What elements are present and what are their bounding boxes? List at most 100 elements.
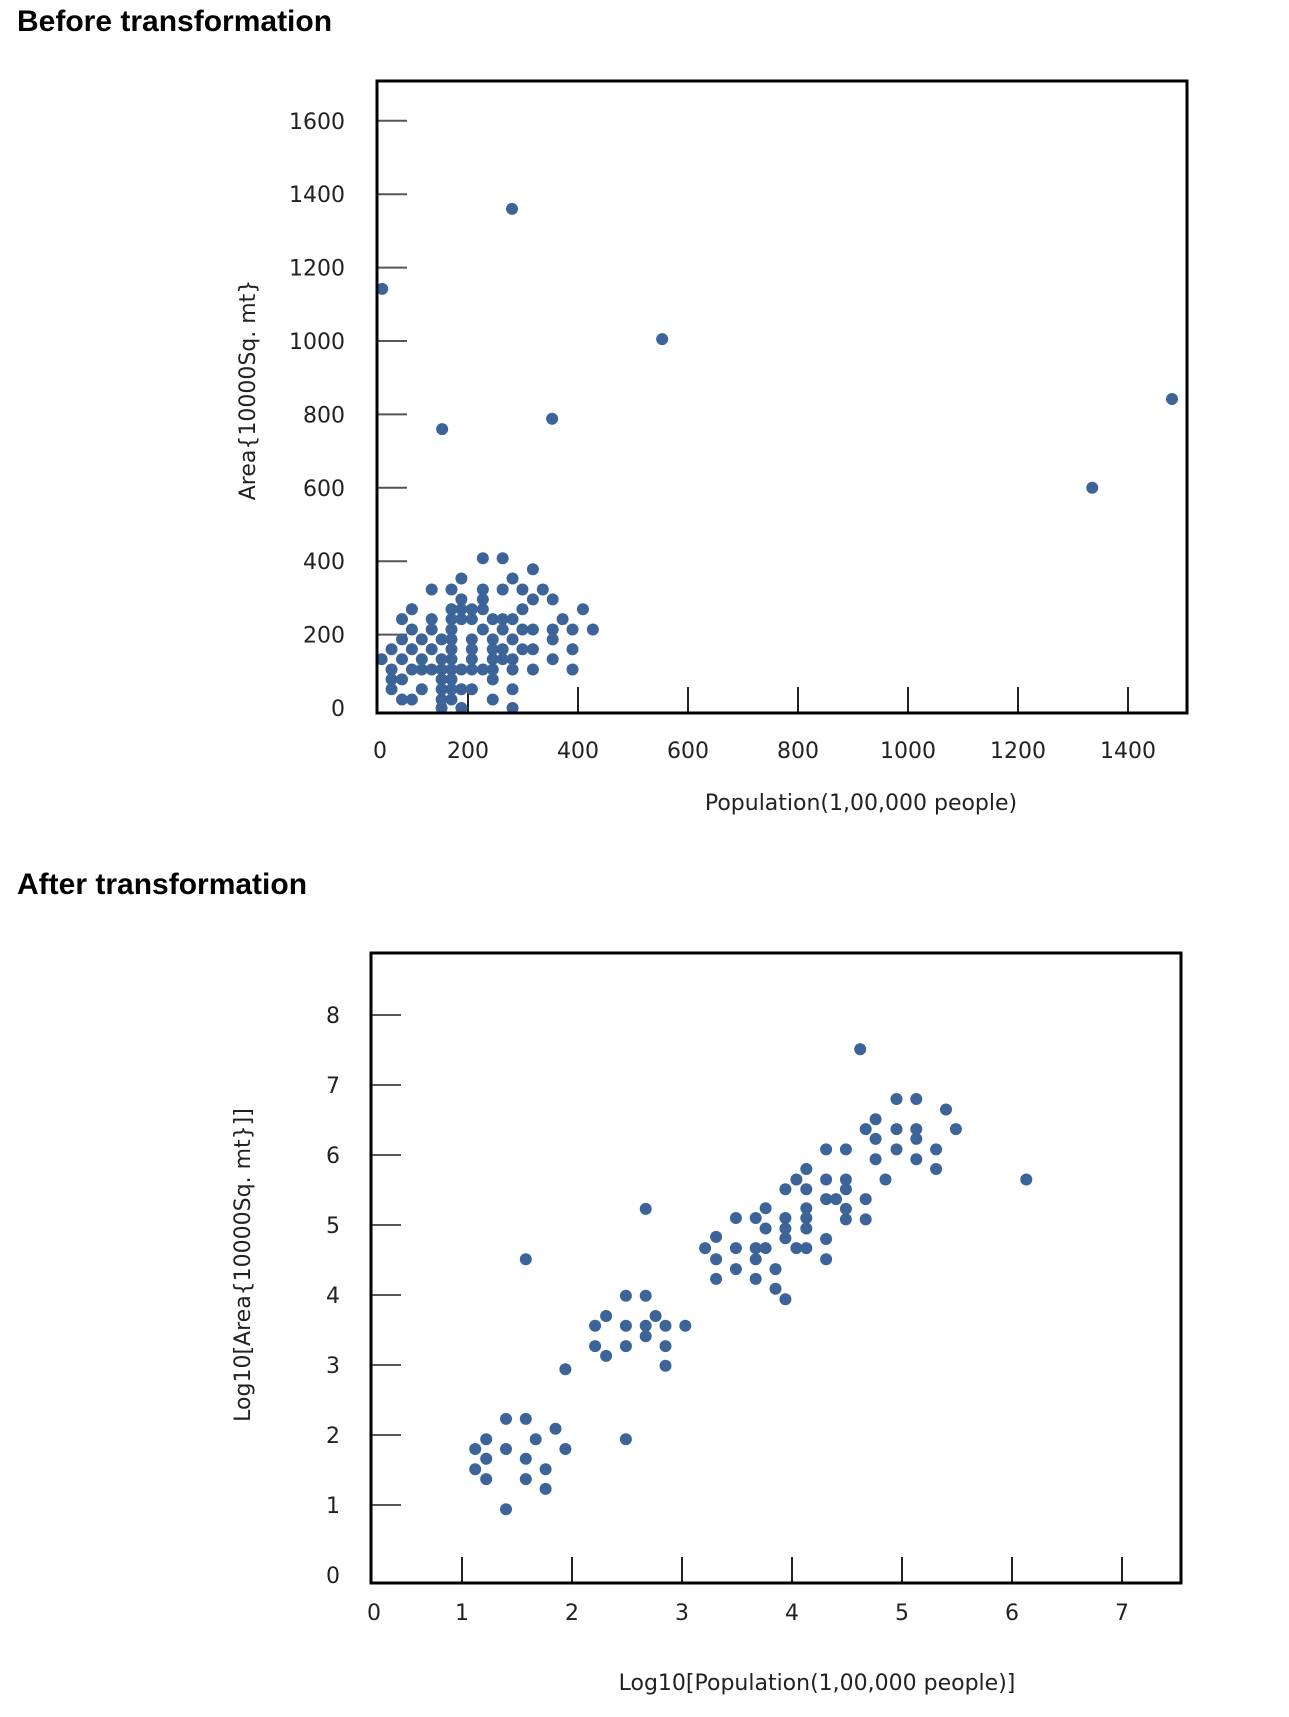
data-point (769, 1263, 782, 1276)
data-point (405, 693, 418, 706)
data-point (729, 1242, 742, 1255)
data-point (910, 1123, 923, 1136)
data-point (526, 563, 539, 576)
data-point (729, 1212, 742, 1224)
data-point (476, 603, 489, 616)
y-tick-label: 1600 (289, 110, 345, 135)
y-tick-label: 400 (303, 550, 345, 575)
data-point (589, 1340, 602, 1353)
data-point (425, 583, 438, 596)
data-point (445, 683, 458, 696)
data-point (405, 643, 418, 656)
data-point (465, 603, 478, 616)
data-point (435, 673, 448, 686)
data-point (396, 673, 408, 686)
data-point (435, 633, 448, 646)
y-tick-label: 800 (303, 403, 345, 428)
data-point (425, 613, 438, 626)
data-point (839, 1213, 852, 1226)
x-tick-label: 2 (565, 1601, 579, 1626)
data-point (385, 643, 398, 656)
data-point (455, 702, 468, 714)
data-point (415, 633, 428, 646)
data-point (375, 653, 388, 666)
data-point (506, 683, 519, 696)
data-point (879, 1173, 892, 1186)
data-point (839, 1183, 852, 1196)
data-point (869, 1132, 882, 1145)
data-point (566, 623, 579, 636)
data-point (859, 1193, 872, 1206)
x-tick-label: 6 (1005, 1601, 1019, 1626)
data-point (820, 1233, 833, 1245)
data-point (619, 1433, 632, 1446)
data-point (619, 1319, 632, 1332)
data-point (639, 1330, 652, 1343)
data-point (699, 1242, 712, 1255)
data-point (445, 653, 458, 666)
data-point (820, 1193, 833, 1206)
x-tick-label: 3 (675, 1601, 689, 1626)
x-tick-label: 1000 (880, 739, 936, 764)
data-point (949, 1123, 962, 1136)
y-tick-label: 1000 (289, 330, 345, 355)
data-point (639, 1289, 652, 1302)
data-point (779, 1232, 792, 1245)
data-point (1086, 481, 1099, 494)
data-point (486, 673, 499, 686)
data-point (790, 1242, 803, 1255)
data-point (526, 623, 539, 636)
data-point (1166, 392, 1178, 405)
data-point (759, 1222, 772, 1235)
data-point (476, 663, 489, 676)
x-tick-label: 0 (373, 739, 387, 764)
y-tick-label: 600 (303, 477, 345, 502)
x-tick-label: 7 (1115, 1601, 1129, 1626)
before-transformation-title: Before transformation (17, 5, 333, 38)
data-point (659, 1319, 672, 1332)
data-point (469, 1463, 482, 1476)
data-point (536, 583, 549, 596)
data-point (435, 663, 448, 676)
data-point (486, 653, 499, 666)
x-tick-label: 1 (455, 1601, 469, 1626)
data-point (435, 702, 448, 714)
data-point (600, 1349, 613, 1362)
data-point (415, 653, 428, 666)
data-point (496, 613, 509, 626)
data-point (779, 1212, 792, 1224)
data-point (445, 623, 458, 636)
data-point (376, 282, 389, 295)
data-point (649, 1310, 662, 1322)
data-point (820, 1143, 833, 1156)
data-point (396, 693, 408, 706)
data-point (405, 663, 418, 676)
data-point (486, 633, 499, 646)
x-tick-label: 0 (367, 1601, 381, 1626)
data-point (910, 1093, 923, 1105)
data-point (455, 572, 468, 585)
data-point (455, 683, 468, 696)
data-point (566, 643, 579, 656)
data-point (435, 683, 448, 696)
y-tick-label: 5 (326, 1214, 340, 1239)
x-tick-label: 400 (557, 739, 599, 764)
data-point (779, 1222, 792, 1235)
data-point (396, 633, 408, 646)
data-point (496, 623, 509, 636)
data-point (486, 643, 499, 656)
data-point (526, 663, 539, 676)
data-point (710, 1253, 723, 1266)
data-point (465, 633, 478, 646)
data-point (425, 623, 438, 636)
data-point (729, 1263, 742, 1276)
data-point (930, 1163, 943, 1175)
data-point (506, 613, 519, 626)
data-point (890, 1093, 903, 1105)
y-tick-label: 6 (326, 1144, 340, 1169)
data-point (445, 693, 458, 706)
data-point (465, 613, 478, 626)
data-point (559, 1443, 572, 1455)
data-point (455, 593, 468, 606)
data-point (480, 1433, 493, 1446)
